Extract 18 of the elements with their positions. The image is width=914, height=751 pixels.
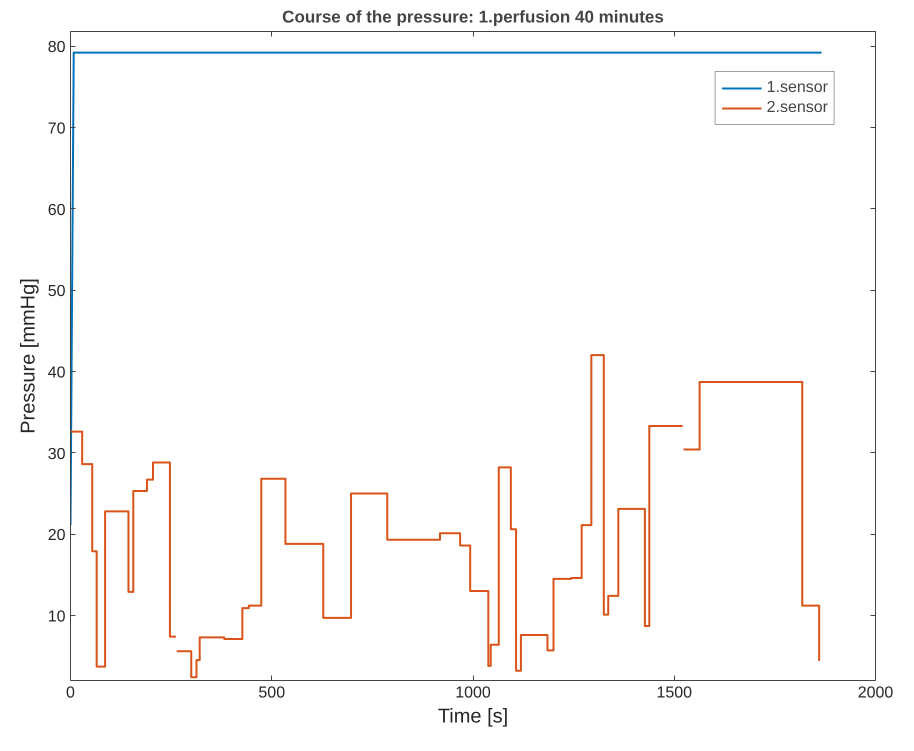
x-axis-title: Time [s] — [438, 706, 508, 728]
chart-title: Course of the pressure: 1.perfusion 40 minutes — [282, 8, 664, 26]
legend-label: 2.sensor — [766, 99, 828, 117]
x-tick-label: 1500 — [656, 684, 692, 702]
y-tick-label: 60 — [48, 202, 66, 219]
y-axis-title: Pressure [mmHg] — [18, 278, 40, 434]
y-tick-label: 50 — [48, 283, 66, 300]
y-tick-label: 70 — [48, 120, 66, 138]
y-tick-label: 20 — [48, 527, 66, 544]
y-tick-label: 10 — [48, 608, 66, 626]
y-tick-label: 40 — [48, 364, 66, 382]
y-tick-label: 80 — [48, 39, 66, 56]
x-tick-label: 1000 — [455, 684, 491, 702]
y-tick-label: 30 — [48, 446, 66, 463]
x-tick-label: 500 — [258, 684, 286, 702]
x-tick-label: 2000 — [858, 684, 894, 702]
x-tick-label: 0 — [66, 684, 76, 702]
legend-label: 1.sensor — [766, 79, 828, 97]
